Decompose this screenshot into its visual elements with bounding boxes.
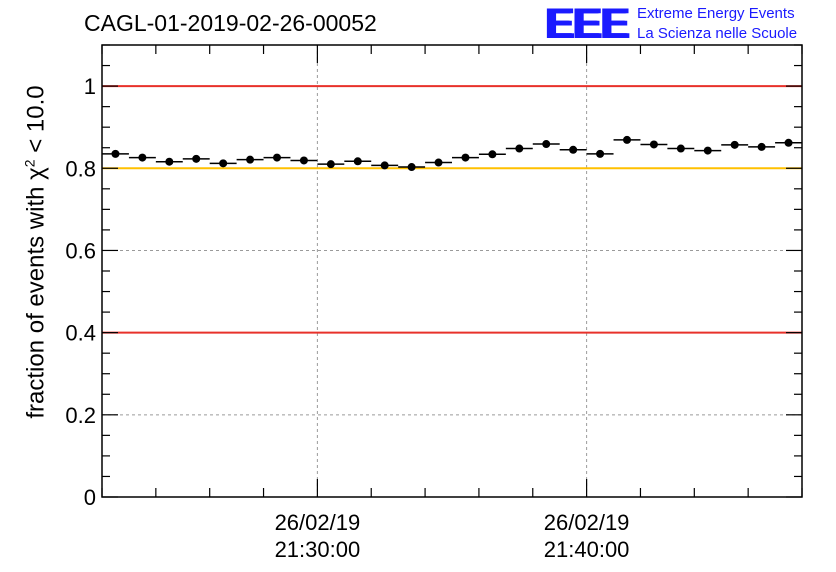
data-point-marker: [407, 163, 416, 172]
y-axis-label-prefix: fraction of events with: [22, 186, 50, 419]
y-tick-label: 1: [84, 74, 96, 99]
data-point-marker: [246, 155, 255, 164]
data-point-marker: [730, 140, 739, 149]
y-axis-label-exp: 2: [21, 159, 38, 168]
data-point-marker: [192, 154, 201, 163]
logo-line-1: Extreme Energy Events: [637, 5, 795, 22]
grid-lines: [102, 45, 802, 497]
y-tick-label: 0.2: [65, 403, 96, 428]
y-tick-label: 0.6: [65, 238, 96, 263]
data-point: [613, 135, 641, 144]
data-point-marker: [165, 157, 174, 166]
data-point: [155, 157, 183, 166]
data-point: [371, 161, 399, 170]
data-point: [236, 155, 264, 164]
data-point: [640, 140, 668, 149]
axis-ticks: [101, 44, 803, 498]
y-axis-label: fraction of events with χ2 < 10.0: [22, 85, 51, 418]
data-point: [586, 149, 614, 158]
data-point: [263, 153, 291, 162]
data-point: [505, 144, 533, 153]
data-points: [102, 135, 802, 172]
data-point-marker: [676, 144, 685, 153]
y-tick-label: 0.4: [65, 321, 96, 346]
eee-logo: EEE Extreme Energy Events La Scienza nel…: [545, 2, 825, 46]
plot-frame: [101, 44, 803, 498]
logo-line-2: La Scienza nelle Scuole: [637, 25, 798, 42]
data-point: [721, 140, 749, 149]
data-point-marker: [784, 138, 793, 147]
data-point-marker: [623, 135, 631, 144]
chart-title: CAGL-01-2019-02-26-00052: [84, 10, 377, 36]
data-point-marker: [703, 146, 712, 155]
data-point: [775, 138, 802, 147]
y-tick-labels: 0 0.2 0.4 0.6 0.8 1: [65, 74, 96, 510]
y-tick-label: 0: [84, 485, 96, 510]
data-point-marker: [326, 160, 335, 169]
data-point-marker: [273, 153, 281, 162]
data-point: [209, 159, 237, 168]
y-axis-label-symbol: χ: [22, 167, 50, 180]
data-point: [317, 160, 345, 169]
x-tick-label-time: 21:40:00: [544, 537, 630, 562]
data-point-marker: [596, 149, 605, 158]
data-point: [102, 149, 129, 158]
logo-mark: EEE: [545, 0, 629, 48]
data-point-marker: [542, 140, 551, 149]
data-point: [694, 146, 722, 155]
data-point: [344, 157, 372, 166]
data-point: [290, 156, 318, 165]
data-point: [667, 144, 695, 153]
data-point-marker: [380, 161, 389, 170]
data-point: [559, 145, 587, 154]
data-point: [398, 163, 426, 172]
data-point-marker: [569, 145, 578, 154]
data-point: [748, 142, 776, 151]
data-point-marker: [353, 157, 362, 166]
data-point: [182, 154, 210, 163]
data-point-marker: [649, 140, 658, 149]
x-tick-label-date: 26/02/19: [275, 510, 361, 535]
x-tick-label-time: 21:30:00: [275, 537, 361, 562]
data-point-marker: [111, 149, 120, 158]
data-point-marker: [461, 153, 470, 162]
data-point: [425, 158, 452, 167]
data-point: [452, 153, 479, 162]
data-point-marker: [138, 153, 147, 162]
data-point: [128, 153, 156, 162]
data-point: [532, 140, 560, 149]
data-point-marker: [515, 144, 524, 153]
reference-lines: [102, 85, 802, 334]
y-axis-label-suffix: < 10.0: [22, 85, 50, 153]
data-point-marker: [219, 159, 228, 168]
data-point: [478, 150, 506, 159]
data-point-marker: [757, 142, 766, 151]
x-tick-label-date: 26/02/19: [544, 510, 630, 535]
data-point-marker: [434, 158, 443, 167]
data-point-marker: [299, 156, 308, 165]
y-tick-label: 0.8: [65, 156, 96, 181]
data-point-marker: [488, 150, 497, 159]
